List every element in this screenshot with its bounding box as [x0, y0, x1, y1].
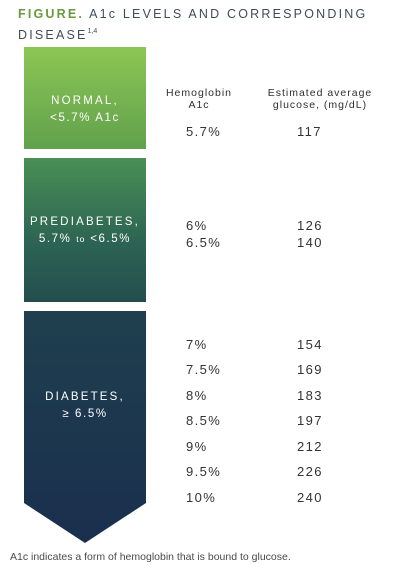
header-hemoglobin-a1c: Hemoglobin A1c [160, 87, 238, 111]
glucose-value: 117 [297, 124, 322, 139]
a1c-value: 9.5% [186, 464, 222, 479]
figure-title-line1: A1c LEVELS AND CORRESPONDING [89, 7, 368, 21]
glucose-value: 240 [297, 490, 323, 505]
glucose-value: 212 [297, 439, 323, 454]
band-prediabetes-label: PREDIABETES, 5.7% to <6.5% [24, 214, 146, 248]
band-normal-range: <5.7% A1c [50, 112, 120, 124]
band-prediabetes-range-to: to [76, 234, 86, 244]
a1c-value: 5.7% [186, 124, 222, 139]
band-diabetes-arrow-shape [24, 311, 146, 543]
header-estimated-glucose: Estimated average glucose, (mg/dL) [252, 87, 388, 111]
band-prediabetes-name: PREDIABETES, [29, 216, 141, 228]
band-diabetes-range: ≥ 6.5% [62, 408, 108, 420]
glucose-value: 226 [297, 464, 323, 479]
header-a1c-line1: Hemoglobin [165, 87, 233, 99]
a1c-value: 8% [186, 388, 208, 403]
a1c-value: 7% [186, 337, 208, 352]
glucose-value: 140 [297, 235, 323, 250]
figure-label: FIGURE. [18, 7, 85, 21]
band-diabetes-label: DIABETES, ≥ 6.5% [24, 389, 146, 423]
figure-title-refs: 1,4 [87, 28, 98, 35]
glucose-value: 154 [297, 337, 323, 352]
a1c-value: 6.5% [186, 235, 222, 250]
band-diabetes-name: DIABETES, [45, 391, 125, 403]
a1c-value: 8.5% [186, 413, 222, 428]
band-normal-label: NORMAL, <5.7% A1c [24, 93, 146, 127]
glucose-value: 169 [297, 362, 323, 377]
footnote: A1c indicates a form of hemoglobin that … [10, 551, 291, 563]
header-glucose-line2: glucose, (mg/dL) [272, 99, 368, 111]
band-prediabetes-range-start: 5.7% [38, 233, 72, 245]
band-prediabetes: PREDIABETES, 5.7% to <6.5% [24, 158, 146, 302]
a1c-value: 9% [186, 439, 208, 454]
band-prediabetes-range-end: <6.5% [90, 233, 132, 245]
header-a1c-line2: A1c [188, 99, 210, 111]
glucose-value: 126 [297, 218, 323, 233]
a1c-value: 7.5% [186, 362, 222, 377]
band-diabetes: DIABETES, ≥ 6.5% [24, 311, 146, 543]
glucose-value: 183 [297, 388, 323, 403]
band-normal: NORMAL, <5.7% A1c [24, 47, 146, 149]
figure-title-line2: DISEASE [18, 28, 88, 42]
a1c-value: 10% [186, 490, 217, 505]
header-glucose-line1: Estimated average [267, 87, 373, 99]
band-normal-name: NORMAL, [51, 95, 119, 107]
a1c-value: 6% [186, 218, 208, 233]
figure-title: FIGURE. A1c LEVELS AND CORRESPONDING DIS… [18, 6, 388, 44]
glucose-value: 197 [297, 413, 323, 428]
